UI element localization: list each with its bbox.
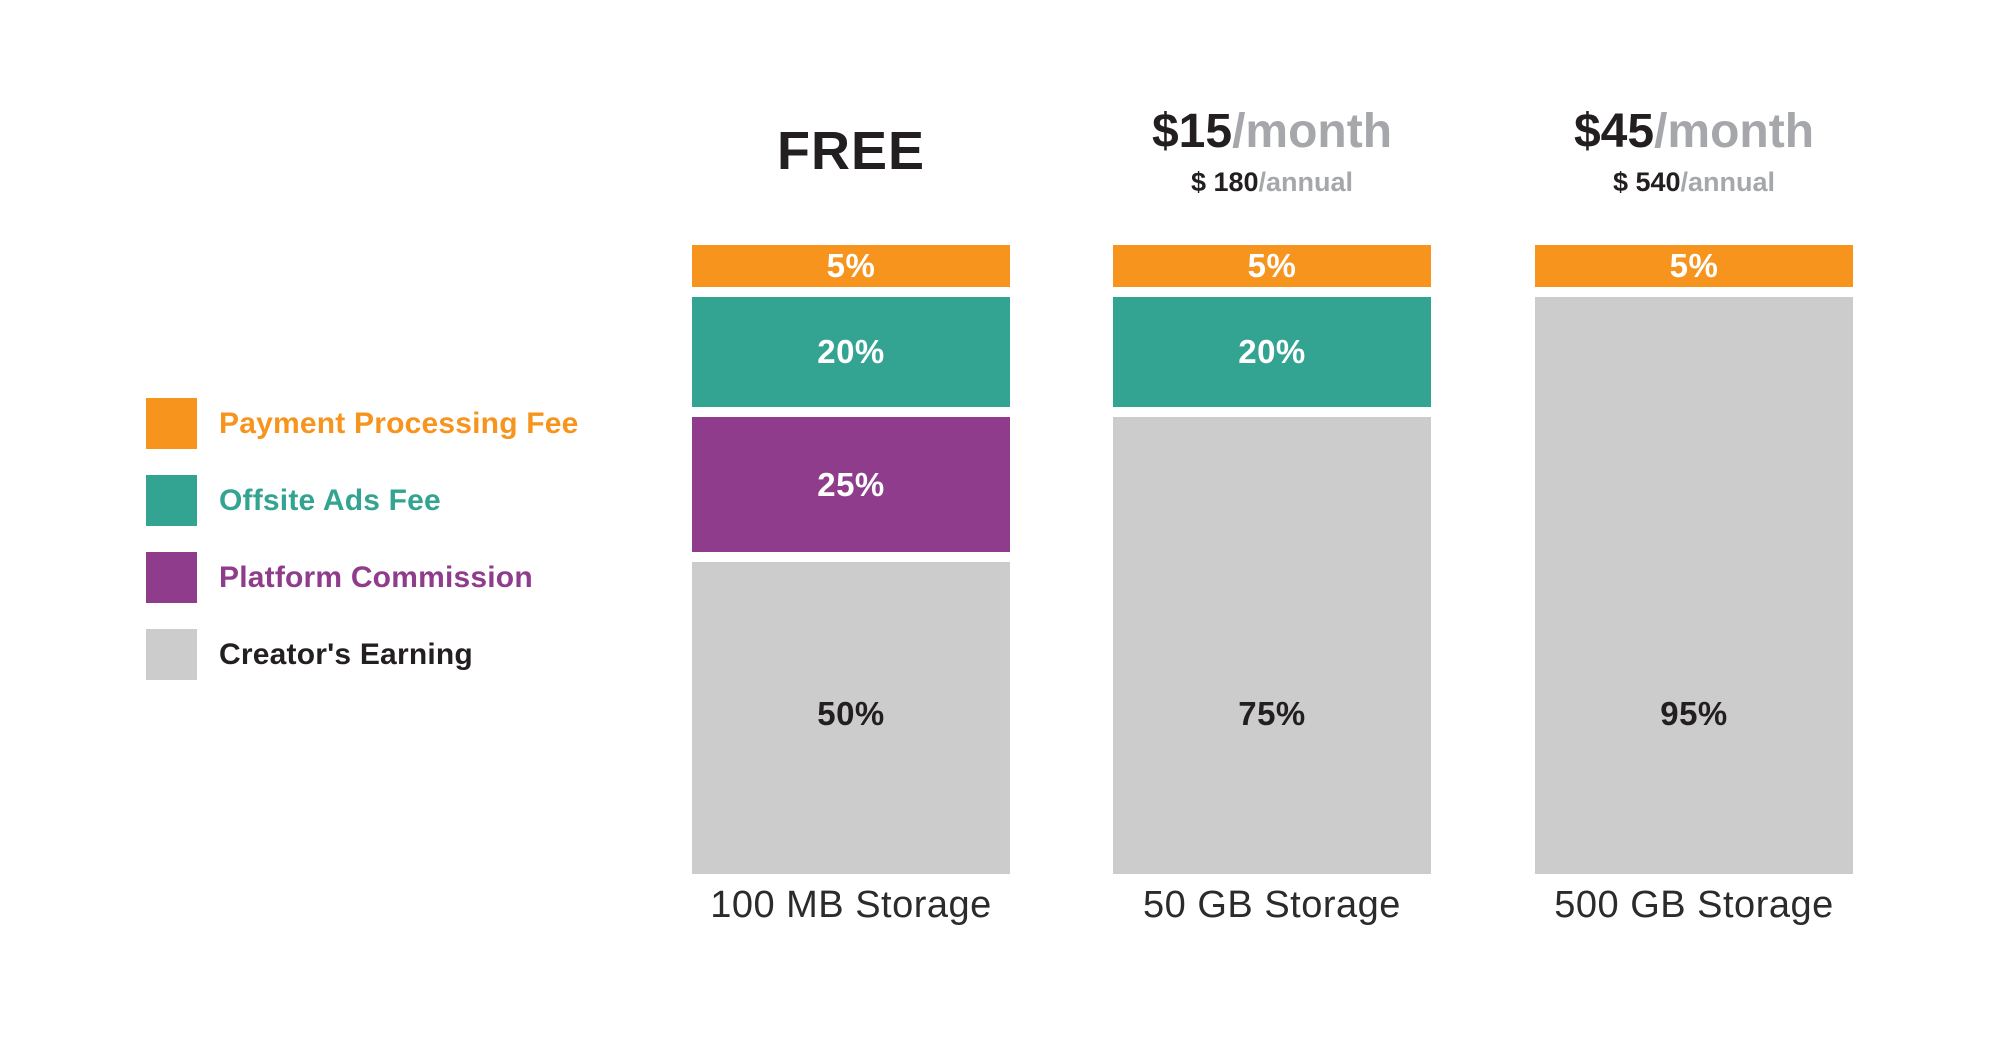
segment-creators-earning: 75%: [1113, 417, 1431, 874]
segment-value-label: 50%: [817, 695, 885, 732]
legend-item-platform-commission: Platform Commission: [146, 552, 579, 603]
tier-column-45-month: $45/month $ 540/annual 5% 95% 500 GB Sto…: [1535, 0, 1853, 1045]
segment-value-label: 95%: [1660, 695, 1728, 732]
segment-value-label: 20%: [817, 333, 885, 370]
annual-suffix: /annual: [1680, 166, 1776, 197]
legend-label-payment-fee: Payment Processing Fee: [219, 406, 579, 440]
legend-label-creators-earning: Creator's Earning: [219, 637, 473, 671]
tier-15-bar: 5% 20% 75%: [1113, 245, 1431, 874]
segment-payment-fee: 5%: [1113, 245, 1431, 287]
annual-amount: $ 540: [1612, 166, 1681, 197]
tier-free-title: FREE: [776, 121, 926, 181]
annual-amount: $ 180: [1190, 166, 1259, 197]
storage-label: 100 MB Storage: [710, 884, 992, 926]
tier-column-15-month: $15/month $ 180/annual 5% 20% 75% 50 GB …: [1113, 0, 1431, 1045]
legend-item-creators-earning: Creator's Earning: [146, 629, 579, 680]
legend-label-platform-commission: Platform Commission: [219, 560, 533, 594]
tier-15-header: $15/month $ 180/annual: [1113, 92, 1431, 210]
payment-fee-swatch: [146, 398, 197, 449]
tier-45-price: $45/month: [1574, 104, 1814, 160]
segment-value-label: 25%: [817, 465, 885, 503]
segment-value-label: 75%: [1238, 695, 1306, 732]
segment-value-label: 5%: [1247, 247, 1297, 284]
offsite-ads-swatch: [146, 475, 197, 526]
segment-value-label: 5%: [1669, 247, 1719, 284]
segment-offsite-ads: 20%: [692, 297, 1010, 407]
annual-suffix: /annual: [1258, 166, 1354, 197]
tier-column-free: FREE 5% 20% 25% 50% 100 MB Storage: [692, 0, 1010, 1045]
segment-value-label: 20%: [1238, 333, 1306, 370]
price-amount: $15: [1151, 104, 1233, 158]
legend-item-offsite-ads: Offsite Ads Fee: [146, 475, 579, 526]
tier-45-header: $45/month $ 540/annual: [1535, 92, 1853, 210]
tier-free-bar: 5% 20% 25% 50%: [692, 245, 1010, 874]
segment-creators-earning: 50%: [692, 562, 1010, 874]
legend: Payment Processing Fee Offsite Ads Fee P…: [146, 398, 579, 680]
storage-label: 50 GB Storage: [1143, 884, 1401, 926]
tier-45-annual: $ 540/annual: [1613, 165, 1775, 199]
legend-item-payment-fee: Payment Processing Fee: [146, 398, 579, 449]
creators-earning-swatch: [146, 629, 197, 680]
tier-45-bar: 5% 95%: [1535, 245, 1853, 874]
storage-label: 500 GB Storage: [1554, 884, 1834, 926]
segment-value-label: 5%: [826, 247, 876, 284]
tier-free-header: FREE: [692, 92, 1010, 210]
price-suffix: /month: [1232, 104, 1393, 158]
price-amount: $45: [1573, 104, 1655, 158]
segment-payment-fee: 5%: [692, 245, 1010, 287]
tier-15-price: $15/month: [1152, 104, 1392, 160]
price-suffix: /month: [1654, 104, 1815, 158]
segment-creators-earning: 95%: [1535, 297, 1853, 874]
segment-platform-commission: 25%: [692, 417, 1010, 552]
legend-label-offsite-ads: Offsite Ads Fee: [219, 483, 441, 517]
segment-offsite-ads: 20%: [1113, 297, 1431, 407]
tier-15-annual: $ 180/annual: [1191, 165, 1353, 199]
platform-commission-swatch: [146, 552, 197, 603]
segment-payment-fee: 5%: [1535, 245, 1853, 287]
